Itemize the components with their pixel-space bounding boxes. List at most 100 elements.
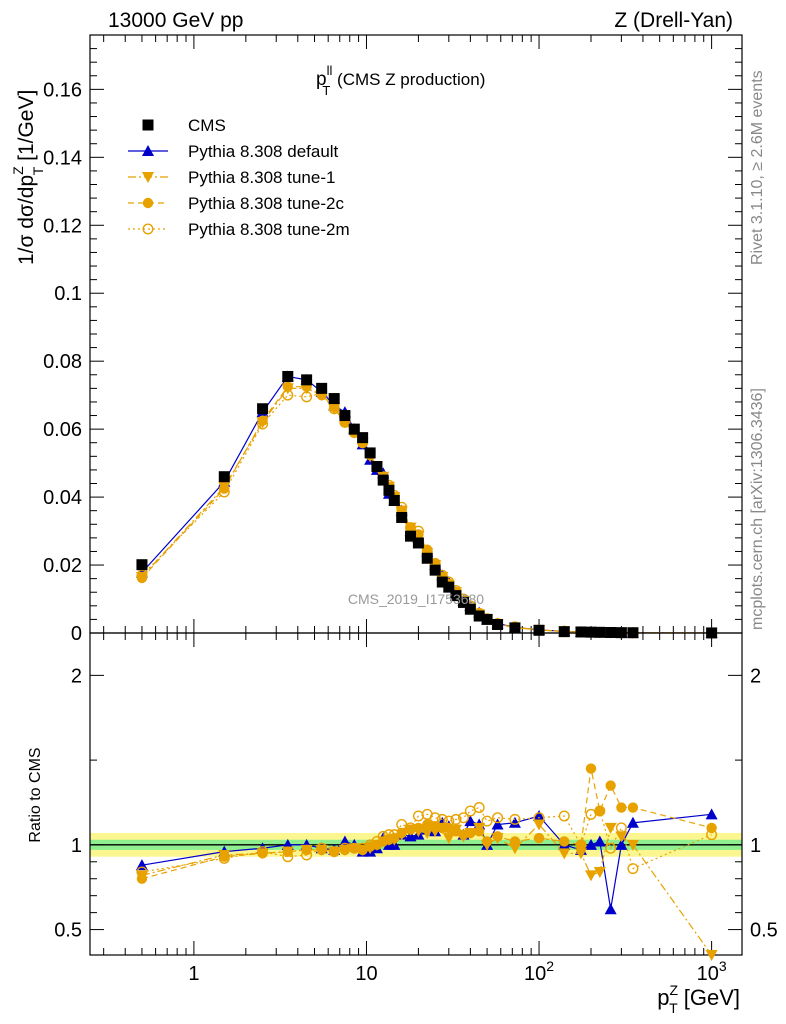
point-pythia-8-308-tune-2c [257, 415, 268, 426]
ratio-point-pythia-8-308-tune-1 [508, 843, 521, 855]
series-line-pythia-8-308-tune-2m [141, 392, 712, 634]
xlabel-unit: [GeV] [678, 985, 740, 1010]
ratio-point-pythia-8-308-tune-2c [616, 802, 627, 813]
point-cms [429, 564, 441, 576]
ratio-point-pythia-8-308-tune-2m [481, 815, 493, 827]
point-cms [481, 613, 493, 625]
header-left: 13000 GeV pp [108, 9, 243, 32]
ratio-point-pythia-8-308-tune-2m [257, 846, 269, 858]
point-cms [257, 403, 269, 415]
ratio-point-pythia-8-308-tune-1 [574, 848, 587, 860]
main-panel: 0 0.02 0.04 0.06 0.08 0.1 0.12 0.14 0.16 [43, 34, 743, 645]
ratio-point-pythia-8-308-tune-2c [389, 832, 400, 844]
point-cms [316, 382, 328, 394]
point-cms [412, 537, 424, 549]
ratio-point-pythia-8-308-tune-2m [492, 812, 504, 824]
point-pythia-8-308-tune-2m [282, 389, 294, 401]
y-tick-label: 0.04 [43, 487, 82, 509]
ratio-point-pythia-8-308-default [604, 903, 617, 915]
ratio-point-pythia-8-308-default [705, 808, 718, 820]
ratio-point-pythia-8-308-tune-2m [429, 812, 441, 824]
ratio-point-pythia-8-308-default [533, 810, 546, 822]
ratio-point-pythia-8-308-tune-2m [282, 851, 294, 863]
ratio-point-pythia-8-308-tune-2m [450, 813, 462, 825]
ratio-y-tick-label: 1 [71, 835, 82, 857]
ratio-point-pythia-8-308-tune-1 [421, 827, 434, 839]
ratio-point-pythia-8-308-default [584, 838, 597, 850]
ylabel-b: [1/GeV] [15, 90, 38, 167]
title-main: p [316, 69, 327, 90]
ylabel-a: 1/σ dσ/dp [15, 175, 38, 265]
ratio-point-pythia-8-308-tune-2m [388, 829, 400, 841]
plot-title: pll T (CMS Z production) [316, 63, 485, 98]
point-pythia-8-308-tune-2m [257, 418, 269, 430]
point-cms [594, 626, 606, 638]
point-pythia-8-308-tune-2c [136, 572, 148, 584]
ratio-point-pythia-8-308-tune-2c [509, 836, 521, 847]
point-cms [509, 622, 521, 634]
point-cms [405, 530, 417, 542]
ratio-point-pythia-8-308-tune-2m [605, 842, 617, 854]
side-mcplots: mcplots.cern.ch [arXiv:1306.3436] [749, 388, 766, 630]
ratio-point-pythia-8-308-tune-2m [594, 805, 606, 817]
legend: CMS Pythia 8.308 default Pythia 8.308 tune… [128, 116, 350, 239]
point-cms [436, 576, 448, 588]
legend-label-pythia-8-308-tune-2m: Pythia 8.308 tune-2m [188, 220, 350, 239]
ratio-point-pythia-8-308-tune-2m [357, 842, 369, 854]
ratio-point-pythia-8-308-tune-2m [533, 812, 545, 824]
point-cms [558, 626, 570, 638]
ratio-point-pythia-8-308-default [626, 816, 639, 828]
y-tick-label: 0.16 [43, 79, 82, 101]
y-tick-label: 0.1 [54, 283, 82, 305]
point-cms [364, 447, 376, 459]
point-cms [396, 511, 408, 523]
ratio-point-pythia-8-308-tune-2c [533, 832, 545, 844]
ratio-point-pythia-8-308-tune-1 [558, 848, 571, 860]
ratio-point-pythia-8-308-tune-2m [348, 842, 360, 854]
legend-marker-pythia-8-308-tune-2c [142, 197, 154, 209]
ratio-point-pythia-8-308-tune-2m [328, 846, 340, 858]
y-tick-label: 0.06 [43, 419, 82, 441]
ratio-point-pythia-8-308-tune-2c [473, 826, 485, 837]
xlabel-main: p [657, 985, 669, 1010]
point-cms [388, 494, 400, 506]
x-tick-label: 103 [697, 958, 727, 985]
ratio-point-pythia-8-308-tune-2m [509, 813, 521, 825]
ratio-point-pythia-8-308-tune-2c [481, 836, 493, 847]
ratio-point-pythia-8-308-tune-1 [584, 870, 597, 882]
ratio-panel: 1 10 102 103 0.5 0.5 1 1 2 2 [54, 632, 778, 985]
ratio-point-pythia-8-308-tune-2c [605, 780, 616, 791]
xlabel-sup: Z [670, 982, 679, 998]
xlabel-sub: T [669, 1000, 678, 1016]
ratio-y-tick-label-right: 2 [750, 665, 761, 687]
ratio-point-pythia-8-308-tune-2m [627, 863, 639, 875]
legend-marker-pythia-8-308-tune-2m [142, 223, 154, 235]
ratio-point-pythia-8-308-tune-1 [626, 839, 639, 851]
ratio-point-pythia-8-308-tune-2m [377, 830, 389, 842]
point-pythia-8-308-tune-2m [136, 569, 148, 581]
ratio-point-pythia-8-308-default [615, 838, 628, 850]
ratio-point-pythia-8-308-tune-1 [442, 833, 455, 845]
point-cms [348, 423, 360, 435]
ratio-point-pythia-8-308-tune-2c [627, 802, 639, 813]
point-cms [450, 590, 462, 602]
point-cms [473, 610, 485, 622]
title-sub: T [322, 83, 330, 98]
legend-label-pythia-8-308-default: Pythia 8.308 default [188, 142, 339, 161]
y-tick-label: 0 [71, 623, 82, 645]
point-cms [301, 374, 313, 386]
point-cms [575, 626, 587, 638]
ratio-y-tick-label: 0.5 [54, 920, 82, 942]
title-rest: (CMS Z production) [332, 70, 485, 89]
y-tick-label: 0.12 [43, 215, 82, 237]
ratio-y-tick-label: 2 [71, 665, 82, 687]
legend-marker-pythia-8-308-default [142, 145, 154, 156]
point-pythia-8-308-tune-2m [301, 391, 313, 403]
ratio-point-pythia-8-308-tune-2m [615, 822, 627, 834]
point-cms [464, 603, 476, 615]
y-tick-label: 0.14 [43, 147, 82, 169]
ylabel-sub: T [30, 166, 46, 175]
side-rivet: Rivet 3.1.10, ≥ 2.6M events [749, 70, 766, 265]
ratio-point-pythia-8-308-default [491, 818, 504, 830]
